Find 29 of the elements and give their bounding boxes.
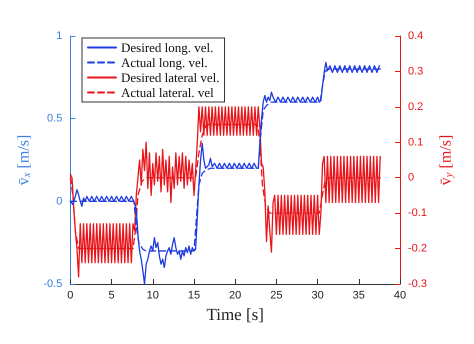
x-axis-title: Time [s] xyxy=(206,305,264,324)
x-tick-label: 15 xyxy=(188,290,200,302)
x-tick-label: 0 xyxy=(67,290,74,302)
x-tick-label: 30 xyxy=(311,290,324,302)
legend-label: Desired lateral vel. xyxy=(121,70,220,85)
y-tick-label: 0 xyxy=(56,195,62,208)
y2-tick-label: 0.3 xyxy=(408,65,424,78)
y-tick-label: 1 xyxy=(56,30,62,42)
y2-tick-label: -0.3 xyxy=(408,278,427,290)
y2-tick-label: 0 xyxy=(408,172,414,184)
legend-label: Desired long. vel. xyxy=(121,40,214,55)
y-axis-title: v̄x [m/s] xyxy=(16,134,33,186)
x-tick-label: 10 xyxy=(146,290,159,302)
x-tick-label: 20 xyxy=(229,290,242,302)
y2-tick-label: -0.2 xyxy=(408,242,427,255)
legend-label: Actual long. vel. xyxy=(121,55,208,70)
x-tick-label: 25 xyxy=(270,290,283,302)
x-tick-label: 40 xyxy=(394,290,406,302)
y2-axis-title: v̄y [m/s] xyxy=(437,134,455,186)
y2-tick-label: 0.4 xyxy=(408,30,424,42)
legend-label: Actual lateral. vel xyxy=(121,85,214,100)
y-tick-label: 0.5 xyxy=(47,112,62,125)
y-tick-label: -0.5 xyxy=(43,278,62,290)
y2-tick-label: 0.1 xyxy=(408,136,424,148)
y2-tick-label: -0.1 xyxy=(408,207,427,220)
line-series xyxy=(70,106,381,278)
x-tick-label: 35 xyxy=(352,290,365,302)
y2-tick-label: 0.2 xyxy=(408,100,424,113)
x-tick-label: 5 xyxy=(108,290,115,302)
